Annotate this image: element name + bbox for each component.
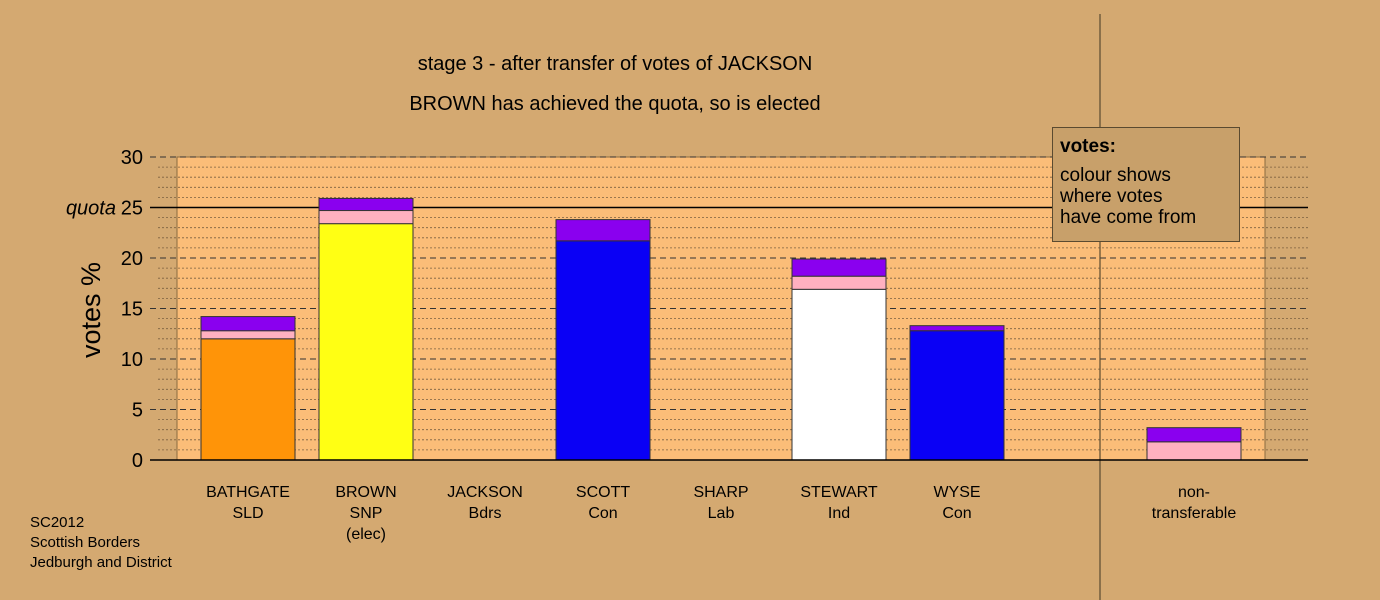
legend-line: have come from — [1060, 207, 1197, 228]
x-tick-label: Con — [942, 505, 971, 522]
bar-segment — [1146, 441, 1242, 461]
x-tick-label: SNP — [350, 505, 383, 522]
legend-title: votes: — [1060, 136, 1116, 157]
bar-segment — [555, 240, 651, 461]
footer-council: Scottish Borders — [30, 534, 141, 551]
x-tick-label: Bdrs — [469, 505, 502, 522]
bar-segment — [200, 316, 296, 332]
y-tick-label: 30 — [121, 147, 143, 169]
bar-segment — [555, 219, 651, 242]
y-axis-label: votes % — [76, 262, 106, 358]
x-tick-label: JACKSON — [447, 484, 523, 501]
y-tick-label: 15 — [121, 299, 143, 321]
bar-segment — [909, 325, 1005, 332]
x-tick-label: SCOTT — [576, 484, 630, 501]
bar-segment — [791, 275, 887, 290]
y-tick-label: 25 — [121, 198, 143, 220]
y-tick-label: 20 — [121, 248, 143, 270]
y-tick-label: 10 — [121, 349, 143, 371]
footer-year: SC2012 — [30, 514, 85, 531]
x-tick-label: (elec) — [346, 526, 386, 543]
x-tick-label: SLD — [232, 505, 263, 522]
x-tick-label: SHARP — [693, 484, 748, 501]
bar-segment — [1146, 427, 1242, 443]
x-tick-label: WYSE — [933, 484, 980, 501]
footer-ward: Jedburgh and District — [30, 554, 172, 571]
legend-line: colour shows — [1060, 165, 1171, 186]
bar-segment — [909, 330, 1005, 461]
y-tick-label: 0 — [132, 450, 143, 472]
legend: votes: colour shows where votes have com… — [1052, 127, 1240, 242]
x-tick-label: BATHGATE — [206, 484, 290, 501]
bar-segment — [318, 197, 414, 212]
x-tick-label: Con — [588, 505, 617, 522]
x-tick-label: non- — [1178, 484, 1210, 501]
chart-title: stage 3 - after transfer of votes of JAC… — [417, 53, 813, 75]
x-tick-label: BROWN — [335, 484, 396, 501]
bar-segment — [200, 338, 296, 461]
legend-line: where votes — [1060, 186, 1163, 207]
quota-label: quota — [66, 198, 116, 220]
x-tick-label: Ind — [828, 505, 850, 522]
footer: SC2012 Scottish Borders Jedburgh and Dis… — [30, 513, 172, 573]
bar-segment — [318, 223, 414, 461]
bar-segment — [791, 258, 887, 277]
y-tick-label: 5 — [132, 400, 143, 422]
x-tick-label: Lab — [708, 505, 735, 522]
x-tick-label: transferable — [1152, 505, 1237, 522]
bar-segment — [200, 330, 296, 340]
bar-segment — [791, 288, 887, 461]
x-tick-label: STEWART — [800, 484, 878, 501]
chart-subtitle: BROWN has achieved the quota, so is elec… — [409, 93, 821, 115]
bar-segment — [318, 210, 414, 225]
